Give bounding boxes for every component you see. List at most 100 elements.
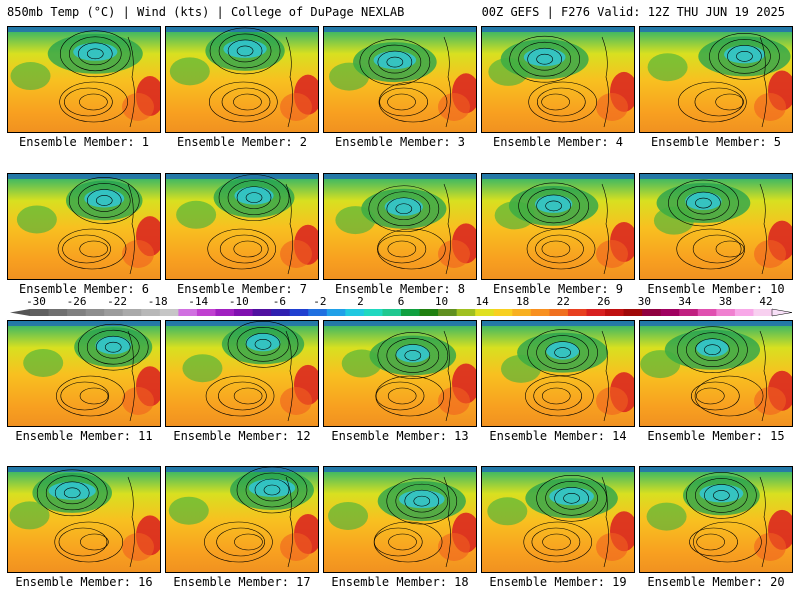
colorbar-swatch: [586, 309, 606, 316]
ensemble-member-caption: Ensemble Member: 1: [18, 135, 150, 149]
temperature-colorbar: -30 -26 -22 -18 -14 -10 -6 -2 2 6 10 14 18 22 26 30 34 38…: [10, 295, 793, 317]
ensemble-member-caption: Ensemble Member: 5: [650, 135, 782, 149]
ensemble-member-map: [7, 320, 161, 427]
colorbar-swatch: [308, 309, 328, 316]
header-model-run: 00Z GEFS | F276 Valid: 12Z THU JUN 19 20…: [481, 5, 785, 19]
colorbar-swatch: [549, 309, 569, 316]
colorbar-swatch: [252, 309, 272, 316]
ensemble-member-map: [165, 173, 319, 280]
colorbar-swatch: [605, 309, 625, 316]
ensemble-member-map: [165, 320, 319, 427]
colorbar-swatch: [159, 309, 179, 316]
colorbar-tick-label: -26: [67, 295, 87, 308]
ensemble-member-map: [7, 26, 161, 133]
colorbar-swatch: [642, 309, 662, 316]
ensemble-member-caption: Ensemble Member: 10: [647, 282, 785, 296]
ensemble-member-map: [481, 466, 635, 573]
colorbar-tick-label: -22: [107, 295, 127, 308]
ensemble-member-map: [165, 466, 319, 573]
colorbar-swatch: [48, 309, 68, 316]
colorbar-tick-label: 26: [597, 295, 610, 308]
colorbar-tick-label: 14: [475, 295, 489, 308]
colorbar-tick-label: 22: [557, 295, 570, 308]
ensemble-member-caption: Ensemble Member: 4: [492, 135, 624, 149]
colorbar-swatch: [716, 309, 736, 316]
colorbar-swatch: [289, 309, 309, 316]
ensemble-member-map: [323, 26, 477, 133]
ensemble-member-caption: Ensemble Member: 9: [492, 282, 624, 296]
colorbar-swatch: [734, 309, 754, 316]
colorbar-tick-label: -30: [26, 295, 46, 308]
colorbar-swatch: [493, 309, 513, 316]
ensemble-member-caption: Ensemble Member: 18: [331, 575, 469, 589]
header-title: 850mb Temp (°C) | Wind (kts) | College o…: [7, 5, 405, 19]
colorbar-swatch: [363, 309, 383, 316]
colorbar-swatch: [456, 309, 476, 316]
colorbar-tick-label: -18: [148, 295, 168, 308]
ensemble-member-map: [639, 26, 793, 133]
colorbar-swatch: [141, 309, 161, 316]
ensemble-member-map: [481, 173, 635, 280]
ensemble-member-map: [323, 466, 477, 573]
colorbar-swatch: [67, 309, 87, 316]
colorbar-tick-label: 18: [516, 295, 529, 308]
ensemble-member-caption: Ensemble Member: 16: [15, 575, 153, 589]
ensemble-member-map: [323, 173, 477, 280]
colorbar-tick-label: 6: [398, 295, 405, 308]
colorbar-tick-label: 34: [678, 295, 692, 308]
colorbar-swatch: [401, 309, 421, 316]
colorbar-swatch: [234, 309, 254, 316]
colorbar-swatch: [567, 309, 587, 316]
ensemble-member-map: [165, 26, 319, 133]
ensemble-member-caption: Ensemble Member: 15: [647, 429, 785, 443]
colorbar-swatch: [178, 309, 198, 316]
colorbar-swatch: [85, 309, 105, 316]
colorbar-swatch: [326, 309, 346, 316]
colorbar-swatch: [122, 309, 142, 316]
ensemble-member-map: [323, 320, 477, 427]
ensemble-member-caption: Ensemble Member: 2: [176, 135, 308, 149]
colorbar-swatch: [697, 309, 717, 316]
colorbar-swatch: [530, 309, 550, 316]
ensemble-member-caption: Ensemble Member: 12: [173, 429, 311, 443]
colorbar-swatch: [753, 309, 773, 316]
colorbar-swatch: [512, 309, 532, 316]
ensemble-member-map: [639, 320, 793, 427]
colorbar-swatch: [196, 309, 216, 316]
colorbar-swatch: [419, 309, 439, 316]
ensemble-member-caption: Ensemble Member: 6: [18, 282, 150, 296]
colorbar-swatch: [104, 309, 124, 316]
colorbar-tick-label: -10: [229, 295, 249, 308]
colorbar-tick-label: -14: [188, 295, 208, 308]
colorbar-swatch: [623, 309, 643, 316]
colorbar-swatch: [679, 309, 699, 316]
ensemble-member-caption: Ensemble Member: 8: [334, 282, 466, 296]
colorbar-tick-label: 42: [759, 295, 772, 308]
colorbar-swatch: [30, 309, 50, 316]
ensemble-member-map: [7, 466, 161, 573]
colorbar-tick-label: -6: [273, 295, 286, 308]
colorbar-swatch: [345, 309, 365, 316]
colorbar-swatch: [271, 309, 291, 316]
ensemble-member-caption: Ensemble Member: 14: [489, 429, 627, 443]
ensemble-member-caption: Ensemble Member: 7: [176, 282, 308, 296]
colorbar-tick-label: -2: [313, 295, 326, 308]
ensemble-member-map: [639, 466, 793, 573]
colorbar-swatch: [438, 309, 458, 316]
colorbar-tick-label: 10: [435, 295, 448, 308]
ensemble-member-map: [481, 26, 635, 133]
colorbar-swatch: [382, 309, 402, 316]
ensemble-member-map: [481, 320, 635, 427]
ensemble-member-map: [639, 173, 793, 280]
ensemble-member-map: [7, 173, 161, 280]
colorbar-tick-label: 2: [357, 295, 364, 308]
ensemble-member-caption: Ensemble Member: 13: [331, 429, 469, 443]
ensemble-member-caption: Ensemble Member: 3: [334, 135, 466, 149]
ensemble-member-caption: Ensemble Member: 19: [489, 575, 627, 589]
colorbar-swatch: [215, 309, 235, 316]
colorbar-swatch: [475, 309, 495, 316]
ensemble-member-caption: Ensemble Member: 17: [173, 575, 311, 589]
colorbar-tick-label: 30: [638, 295, 651, 308]
ensemble-member-caption: Ensemble Member: 20: [647, 575, 785, 589]
ensemble-member-caption: Ensemble Member: 11: [15, 429, 153, 443]
